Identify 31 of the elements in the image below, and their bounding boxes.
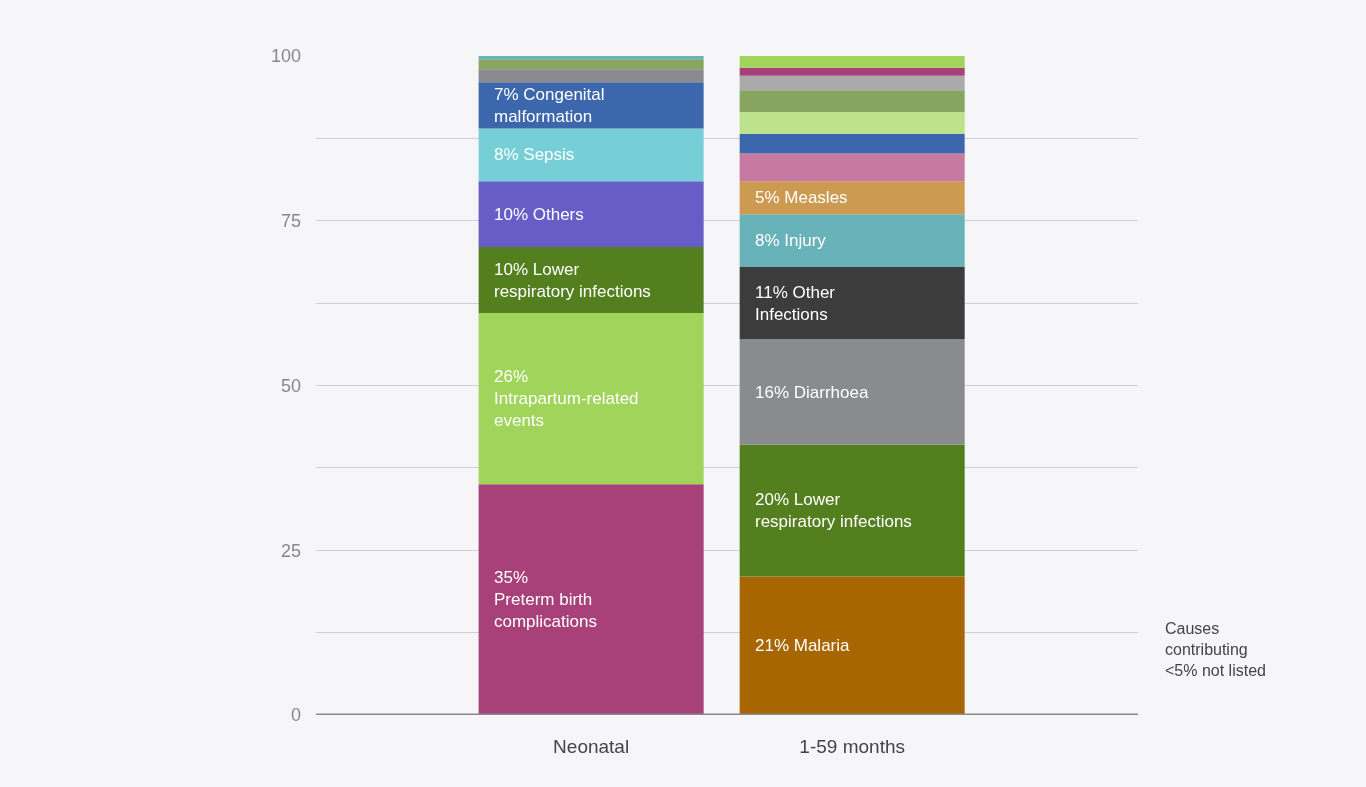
data-label: 26% Intrapartum-related events — [494, 367, 639, 431]
data-label: 10% Others — [494, 205, 584, 224]
bar — [478, 128, 704, 182]
y-tick-label: 50 — [280, 375, 301, 396]
bar — [739, 67, 965, 76]
bar — [739, 153, 965, 182]
text: Causes contributing <5% not listed — [1165, 620, 1266, 679]
bar — [739, 576, 965, 715]
y-tick-label: 75 — [280, 211, 301, 232]
data-label: 35% Preterm birth complications — [494, 568, 597, 632]
bar — [478, 181, 704, 248]
data-label: 21% Malaria — [755, 636, 851, 655]
data-label: 8% Injury — [755, 231, 827, 250]
bar — [739, 90, 965, 113]
bar — [739, 56, 965, 68]
bar — [739, 266, 965, 340]
x-tick-label: Neonatal — [553, 736, 630, 757]
data-label: 7% Congenital malformation — [494, 85, 605, 127]
data-label: 8% Sepsis — [494, 145, 575, 164]
data-label: 5% Measles — [755, 188, 848, 207]
y-tick-label: 100 — [270, 46, 301, 67]
data-label: 10% Lower respiratory infections — [494, 260, 651, 302]
y-tick-label: 25 — [280, 540, 301, 561]
bar — [739, 181, 965, 215]
bar — [739, 75, 965, 91]
data-label: 11% Other Infections — [755, 283, 836, 325]
x-tick-label: 1-59 months — [799, 736, 905, 757]
bar — [739, 112, 965, 134]
data-label: 16% Diarrhoea — [755, 383, 869, 402]
data-label: 20% Lower respiratory infections — [755, 490, 912, 532]
y-tick-label: 0 — [290, 705, 301, 726]
